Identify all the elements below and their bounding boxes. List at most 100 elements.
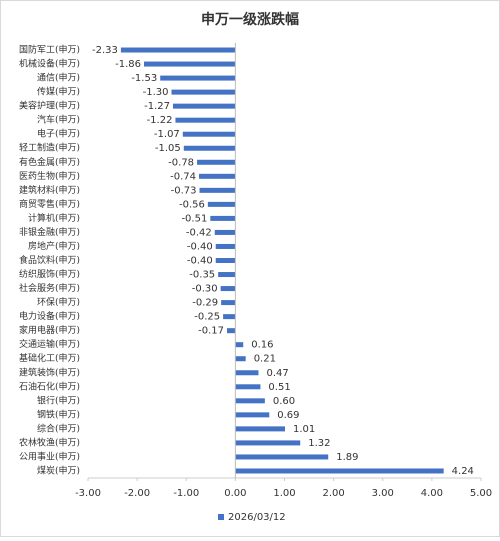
data-label: 0.51 bbox=[268, 382, 290, 393]
bar bbox=[235, 440, 301, 446]
data-label: -0.74 bbox=[170, 171, 196, 182]
x-tick-label: -2.00 bbox=[124, 488, 150, 499]
bar bbox=[215, 258, 236, 263]
bar bbox=[183, 145, 236, 151]
y-tick-label: 银行(申万) bbox=[37, 394, 80, 406]
y-tick-label: 食品饮料(申万) bbox=[19, 254, 80, 266]
y-tick-label: 美容护理(申万) bbox=[19, 100, 80, 112]
bar bbox=[199, 187, 236, 193]
data-label: -0.42 bbox=[186, 227, 212, 238]
data-label: 1.89 bbox=[336, 452, 358, 463]
x-tick-label: -3.00 bbox=[75, 488, 101, 499]
y-tick-label: 机械设备(申万) bbox=[19, 58, 80, 70]
data-label: -0.17 bbox=[198, 326, 224, 337]
data-label: -1.22 bbox=[147, 115, 173, 126]
bar bbox=[235, 356, 246, 362]
bar bbox=[235, 426, 285, 432]
y-tick-label: 电力设备(申万) bbox=[19, 310, 80, 322]
bar bbox=[218, 272, 236, 278]
bar bbox=[175, 117, 236, 123]
y-tick-label: 计算机(申万) bbox=[28, 212, 80, 224]
data-label: -0.40 bbox=[187, 241, 213, 252]
y-tick-label: 房地产(申万) bbox=[28, 240, 80, 252]
bar bbox=[223, 314, 236, 320]
data-label: -1.53 bbox=[131, 73, 157, 84]
data-label: 0.60 bbox=[273, 396, 295, 407]
y-tick-label: 建筑装饰(申万) bbox=[19, 366, 80, 378]
y-tick-label: 综合(申万) bbox=[37, 422, 80, 434]
bar bbox=[235, 454, 329, 460]
y-tick-label: 基础化工(申万) bbox=[19, 352, 80, 364]
bar bbox=[207, 201, 236, 207]
y-tick-label: 汽车(申万) bbox=[37, 114, 80, 126]
bar bbox=[199, 173, 236, 179]
bar bbox=[235, 370, 259, 376]
bar bbox=[235, 384, 261, 390]
data-label: -0.56 bbox=[179, 199, 205, 210]
data-label: 1.32 bbox=[308, 438, 330, 449]
bar bbox=[235, 468, 444, 474]
data-label: 1.01 bbox=[293, 424, 315, 435]
y-tick-label: 传媒(申万) bbox=[37, 86, 80, 98]
y-tick-label: 环保(申万) bbox=[37, 296, 80, 308]
y-tick-label: 有色金属(申万) bbox=[19, 156, 80, 168]
bar bbox=[182, 131, 236, 137]
y-tick-label: 通信(申万) bbox=[37, 72, 80, 84]
data-label: -0.73 bbox=[171, 185, 197, 196]
x-tick-label: 4.00 bbox=[421, 488, 443, 499]
y-tick-label: 家用电器(申万) bbox=[19, 324, 80, 336]
x-tick-label: 5.00 bbox=[470, 488, 492, 499]
bar bbox=[214, 229, 236, 235]
y-tick-label: 医药生物(申万) bbox=[19, 170, 80, 182]
bar bbox=[220, 286, 236, 292]
bar bbox=[172, 103, 236, 109]
data-label: -1.86 bbox=[115, 59, 141, 70]
bar bbox=[235, 342, 244, 348]
data-label: -0.25 bbox=[194, 312, 220, 323]
data-label: -1.27 bbox=[144, 101, 170, 112]
data-label: 4.24 bbox=[452, 466, 474, 477]
data-label: -0.40 bbox=[187, 256, 213, 267]
bar bbox=[144, 61, 236, 67]
bar bbox=[171, 89, 236, 95]
legend-swatch bbox=[218, 514, 224, 520]
y-tick-label: 国防军工(申万) bbox=[19, 44, 80, 56]
data-label: -0.30 bbox=[192, 284, 218, 295]
data-label: 0.47 bbox=[266, 368, 288, 379]
data-label: 0.16 bbox=[251, 340, 273, 351]
y-tick-label: 煤炭(申万) bbox=[37, 464, 80, 476]
y-tick-label: 社会服务(申万) bbox=[19, 282, 80, 294]
data-label: -2.33 bbox=[92, 45, 118, 56]
y-tick-label: 农林牧渔(申万) bbox=[19, 436, 80, 448]
bar bbox=[235, 398, 265, 404]
y-tick-label: 建筑材料(申万) bbox=[19, 184, 80, 196]
bar bbox=[197, 159, 236, 165]
data-label: -0.51 bbox=[181, 213, 207, 224]
bar bbox=[215, 243, 236, 249]
legend-label: 2026/03/12 bbox=[228, 512, 286, 523]
x-tick-label: 3.00 bbox=[372, 488, 394, 499]
y-tick-label: 电子(申万) bbox=[37, 128, 80, 140]
data-label: -1.30 bbox=[143, 87, 169, 98]
x-tick-label: 2.00 bbox=[322, 488, 344, 499]
data-label: -0.78 bbox=[168, 157, 194, 168]
bar bbox=[227, 328, 236, 334]
x-tick-label: 1.00 bbox=[273, 488, 295, 499]
bar bbox=[210, 215, 236, 221]
bar bbox=[120, 47, 236, 53]
bar bbox=[235, 412, 270, 418]
data-label: -0.29 bbox=[192, 298, 218, 309]
data-label: -0.35 bbox=[189, 270, 215, 281]
data-label: 0.69 bbox=[277, 410, 299, 421]
y-tick-label: 交通运输(申万) bbox=[19, 338, 80, 350]
data-label: -1.07 bbox=[154, 129, 180, 140]
y-tick-label: 轻工制造(申万) bbox=[19, 142, 80, 154]
bar bbox=[160, 75, 236, 81]
y-tick-label: 钢铁(申万) bbox=[37, 408, 80, 420]
y-tick-label: 商贸零售(申万) bbox=[19, 198, 80, 210]
x-tick-label: 0.00 bbox=[224, 488, 246, 499]
y-tick-label: 非银金融(申万) bbox=[19, 226, 80, 238]
x-tick-label: -1.00 bbox=[173, 488, 199, 499]
